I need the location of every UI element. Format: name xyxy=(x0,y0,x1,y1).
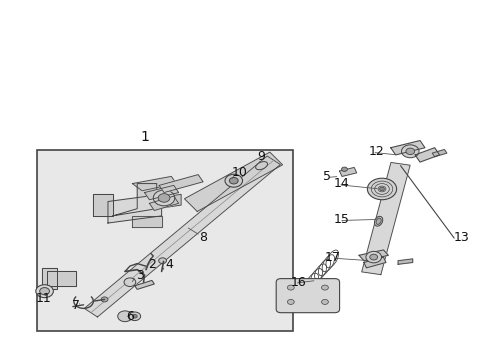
Polygon shape xyxy=(47,271,76,286)
Polygon shape xyxy=(144,185,178,200)
Circle shape xyxy=(118,311,132,321)
Polygon shape xyxy=(397,259,412,264)
Circle shape xyxy=(379,187,384,191)
Polygon shape xyxy=(390,140,424,155)
Circle shape xyxy=(158,258,166,264)
Text: 4: 4 xyxy=(164,258,172,271)
Circle shape xyxy=(341,167,346,171)
Circle shape xyxy=(369,254,377,260)
Polygon shape xyxy=(414,148,439,162)
Polygon shape xyxy=(149,196,178,211)
Polygon shape xyxy=(358,250,387,261)
Text: 15: 15 xyxy=(333,213,349,226)
Polygon shape xyxy=(108,194,161,223)
Text: 11: 11 xyxy=(36,292,51,305)
Polygon shape xyxy=(431,149,446,157)
Text: 7: 7 xyxy=(72,299,80,312)
Circle shape xyxy=(158,194,169,202)
Circle shape xyxy=(287,300,294,305)
Polygon shape xyxy=(42,268,57,289)
Circle shape xyxy=(40,288,49,295)
Polygon shape xyxy=(93,194,113,216)
Text: 12: 12 xyxy=(367,145,383,158)
Polygon shape xyxy=(135,280,154,289)
Polygon shape xyxy=(363,257,385,268)
Circle shape xyxy=(36,285,53,298)
Circle shape xyxy=(401,145,418,158)
Text: 13: 13 xyxy=(453,231,468,244)
Text: 1: 1 xyxy=(140,130,149,144)
Circle shape xyxy=(101,297,108,302)
Circle shape xyxy=(366,178,396,200)
Circle shape xyxy=(224,174,242,187)
Circle shape xyxy=(365,251,381,263)
Text: 16: 16 xyxy=(290,276,305,289)
Text: 3: 3 xyxy=(136,269,143,282)
Polygon shape xyxy=(84,156,280,317)
Polygon shape xyxy=(132,216,161,226)
FancyBboxPatch shape xyxy=(276,279,339,313)
Ellipse shape xyxy=(375,218,381,224)
Polygon shape xyxy=(132,176,176,191)
Text: 17: 17 xyxy=(324,251,340,264)
Circle shape xyxy=(405,148,414,154)
Circle shape xyxy=(321,285,328,290)
Text: 5: 5 xyxy=(323,170,331,183)
Text: 10: 10 xyxy=(231,166,247,179)
Text: 6: 6 xyxy=(126,310,134,323)
Polygon shape xyxy=(184,152,282,211)
Ellipse shape xyxy=(255,162,267,170)
Polygon shape xyxy=(157,194,181,209)
Circle shape xyxy=(321,300,328,305)
Polygon shape xyxy=(339,167,356,176)
Ellipse shape xyxy=(374,216,382,226)
Bar xyxy=(37,149,293,330)
Circle shape xyxy=(129,312,141,320)
Circle shape xyxy=(124,278,136,287)
Polygon shape xyxy=(361,162,409,275)
Polygon shape xyxy=(159,175,203,193)
Circle shape xyxy=(229,177,238,184)
Circle shape xyxy=(153,190,174,206)
Circle shape xyxy=(132,315,137,318)
Circle shape xyxy=(287,285,294,290)
Text: 9: 9 xyxy=(257,150,265,163)
Text: 8: 8 xyxy=(199,231,206,244)
Polygon shape xyxy=(113,184,157,216)
Text: 2: 2 xyxy=(147,258,156,271)
Text: 14: 14 xyxy=(333,177,349,190)
